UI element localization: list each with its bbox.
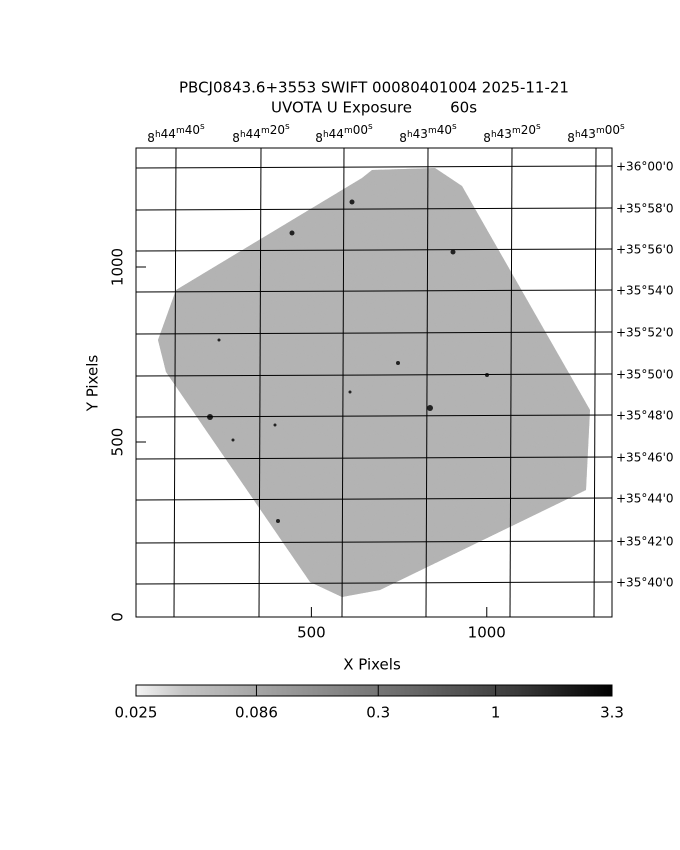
dec-grid-line xyxy=(135,581,613,585)
ra-tick-label: 8h44m20s xyxy=(232,122,290,145)
dec-grid-line xyxy=(135,331,613,335)
dec-grid-line xyxy=(135,289,613,293)
dec-tick-label: +35°44'0 xyxy=(616,492,674,506)
ra-grid-line xyxy=(593,147,597,618)
x-axis-label: X Pixels xyxy=(343,656,401,674)
dec-grid-line xyxy=(135,207,613,211)
plot-frame xyxy=(135,147,613,618)
exposure-image xyxy=(158,168,590,597)
dec-grid-line xyxy=(135,165,613,169)
y-axis-label: Y Pixels xyxy=(84,355,102,413)
ra-tick-label: 8h44m00s xyxy=(315,122,373,145)
dec-tick-label: +35°48'0 xyxy=(616,409,674,423)
dec-tick-label: +35°58'0 xyxy=(616,202,674,216)
dec-tick-label: +35°50'0 xyxy=(616,368,674,382)
dec-tick-label: +35°54'0 xyxy=(616,284,674,298)
y-tick-label: 0 xyxy=(109,612,127,622)
colorbar-tick-label: 0.086 xyxy=(235,704,278,722)
ra-grid-line xyxy=(341,147,345,618)
ra-grid-line xyxy=(173,147,177,618)
y-tick-label: 500 xyxy=(109,428,127,457)
colorbar-tick-label: 1 xyxy=(491,704,501,722)
dec-tick-label: +35°42'0 xyxy=(616,535,674,549)
chart-title: PBCJ0843.6+3553 SWIFT 00080401004 2025-1… xyxy=(179,79,569,97)
ra-grid-line xyxy=(509,147,513,618)
dec-grid-line xyxy=(135,414,613,418)
colorbar-tick-label: 0.025 xyxy=(115,704,158,722)
x-tick-label: 1000 xyxy=(468,624,506,642)
chart-subtitle: UVOTA U Exposure 60s xyxy=(271,99,477,117)
colorbar-tick-label: 3.3 xyxy=(600,704,624,722)
ra-grid-line xyxy=(258,147,262,618)
ra-tick-label: 8h43m00s xyxy=(567,122,625,145)
dec-tick-label: +35°46'0 xyxy=(616,451,674,465)
ra-grid-line xyxy=(425,147,429,618)
dec-grid-line xyxy=(135,373,613,377)
colorbar-tick-label: 0.3 xyxy=(366,704,390,722)
dec-tick-label: +35°52'0 xyxy=(616,326,674,340)
dec-tick-label: +36°00'0 xyxy=(616,160,674,174)
ra-tick-label: 8h43m40s xyxy=(399,122,457,145)
ra-tick-label: 8h44m40s xyxy=(147,122,205,145)
dec-tick-label: +35°56'0 xyxy=(616,243,674,257)
y-tick-label: 1000 xyxy=(109,248,127,286)
ra-tick-label: 8h43m20s xyxy=(483,122,541,145)
dec-grid-line xyxy=(135,540,613,544)
dec-grid-line xyxy=(135,456,613,460)
dec-grid-line xyxy=(135,497,613,501)
dec-grid-line xyxy=(135,248,613,252)
x-tick-label: 500 xyxy=(297,624,326,642)
dec-tick-label: +35°40'0 xyxy=(616,576,674,590)
colorbar xyxy=(135,684,613,697)
